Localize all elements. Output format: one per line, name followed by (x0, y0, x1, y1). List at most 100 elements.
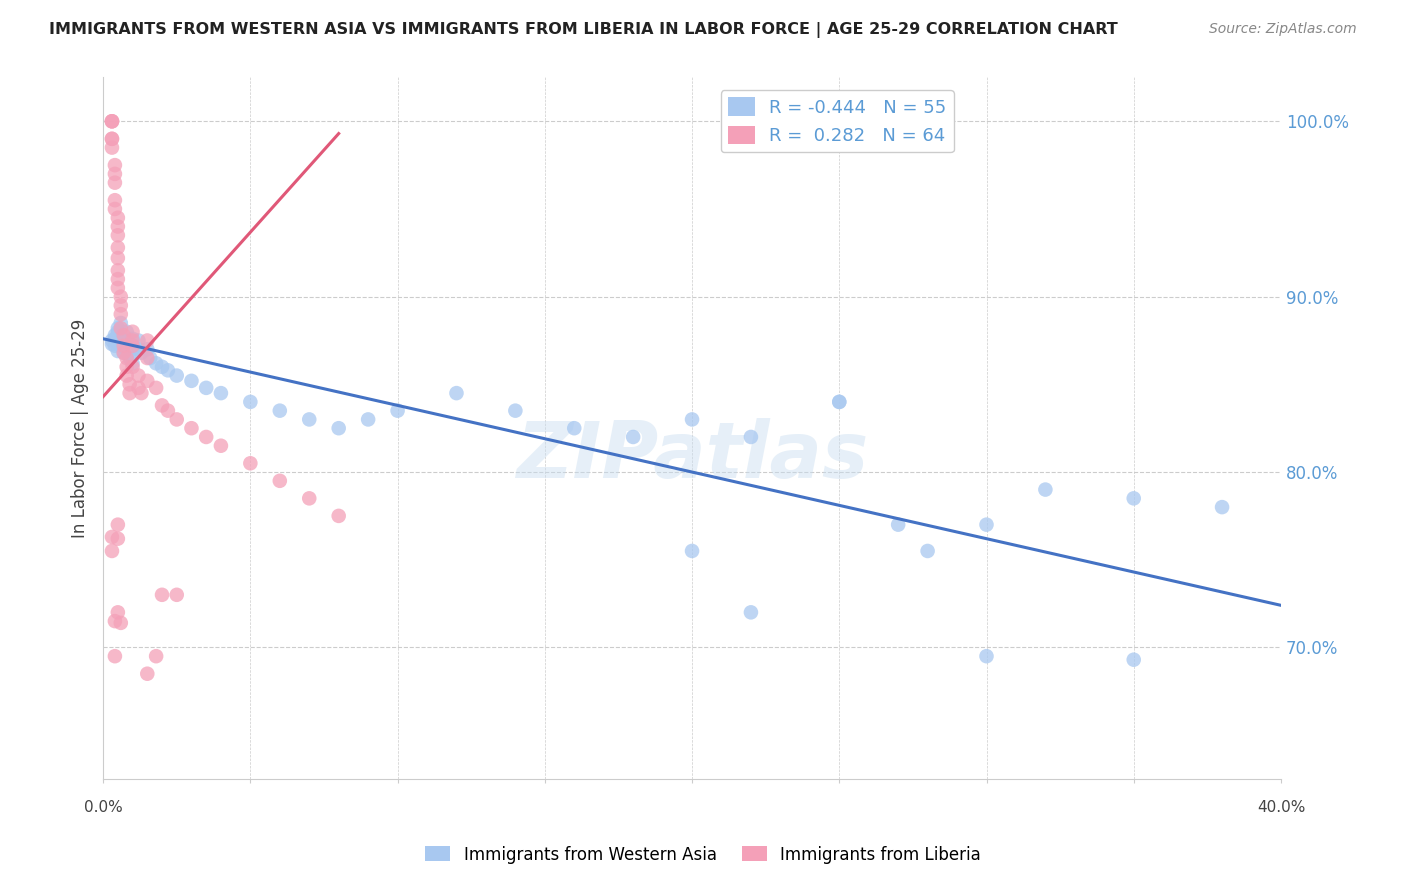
Point (104, 193, 127, 207)
Point (104, 614, 127, 628)
Point (209, 386, 232, 401)
Point (112, 328, 135, 343)
Point (104, 167, 127, 181)
Point (110, 316, 132, 330)
Point (104, 176, 127, 190)
Legend: Immigrants from Western Asia, Immigrants from Liberia: Immigrants from Western Asia, Immigrants… (419, 839, 987, 871)
Point (136, 351, 159, 365)
Point (166, 368, 188, 383)
Point (145, 381, 167, 395)
Point (131, 345, 153, 359)
Point (917, 544, 939, 558)
Y-axis label: In Labor Force | Age 25-29: In Labor Force | Age 25-29 (72, 318, 89, 538)
Point (136, 343, 159, 357)
Point (118, 351, 141, 365)
Point (1211, 500, 1233, 515)
Point (150, 588, 173, 602)
Point (621, 430, 644, 444)
Point (104, 339, 127, 353)
Point (1122, 653, 1144, 667)
Point (107, 344, 129, 359)
Point (107, 325, 129, 339)
Point (110, 321, 132, 335)
Point (136, 334, 159, 348)
Point (298, 412, 321, 426)
Point (387, 403, 409, 417)
Point (115, 325, 138, 339)
Point (269, 403, 291, 417)
Point (681, 412, 703, 426)
Point (115, 368, 138, 383)
Point (1122, 491, 1144, 506)
Text: IMMIGRANTS FROM WESTERN ASIA VS IMMIGRANTS FROM LIBERIA IN LABOR FORCE | AGE 25-: IMMIGRANTS FROM WESTERN ASIA VS IMMIGRAN… (49, 22, 1118, 38)
Point (107, 211, 129, 225)
Point (121, 339, 143, 353)
Text: ZIPatlas: ZIPatlas (516, 418, 868, 494)
Point (101, 114, 124, 128)
Point (101, 544, 124, 558)
Point (112, 332, 135, 346)
Point (136, 374, 159, 388)
Point (101, 114, 124, 128)
Point (112, 345, 135, 359)
Point (150, 398, 173, 412)
Point (107, 219, 129, 234)
Point (121, 332, 143, 346)
Point (112, 345, 135, 359)
Point (121, 334, 143, 348)
Point (121, 325, 143, 339)
Point (121, 343, 143, 357)
Point (101, 132, 124, 146)
Point (562, 421, 585, 435)
Point (101, 114, 124, 128)
Point (269, 474, 291, 488)
Point (127, 368, 149, 383)
Point (107, 272, 129, 286)
Point (101, 530, 124, 544)
Point (127, 343, 149, 357)
Point (115, 351, 138, 365)
Point (104, 649, 127, 664)
Point (107, 532, 129, 546)
Legend: R = -0.444   N = 55, R =  0.282   N = 64: R = -0.444 N = 55, R = 0.282 N = 64 (721, 90, 953, 153)
Point (976, 649, 998, 664)
Point (127, 334, 149, 348)
Point (107, 321, 129, 335)
Point (298, 491, 321, 506)
Point (104, 202, 127, 216)
Point (107, 228, 129, 243)
Point (101, 337, 124, 351)
Point (1035, 483, 1057, 497)
Point (195, 430, 218, 444)
Point (328, 421, 350, 435)
Point (101, 132, 124, 146)
Point (107, 328, 129, 343)
Point (139, 351, 162, 365)
Point (195, 381, 218, 395)
Point (145, 649, 167, 664)
Point (209, 439, 232, 453)
Point (976, 517, 998, 532)
Point (104, 332, 127, 346)
Point (681, 544, 703, 558)
Point (136, 666, 159, 681)
Point (156, 403, 179, 417)
Point (107, 263, 129, 277)
Point (357, 412, 380, 426)
Point (110, 290, 132, 304)
Point (104, 328, 127, 343)
Point (505, 403, 527, 417)
Point (828, 395, 851, 409)
Point (101, 140, 124, 154)
Point (328, 508, 350, 523)
Text: Source: ZipAtlas.com: Source: ZipAtlas.com (1209, 22, 1357, 37)
Point (166, 412, 188, 426)
Point (110, 298, 132, 312)
Text: 0.0%: 0.0% (84, 800, 122, 815)
Point (156, 363, 179, 377)
Point (118, 386, 141, 401)
Text: 40.0%: 40.0% (1257, 800, 1305, 815)
Point (115, 334, 138, 348)
Point (239, 456, 262, 470)
Point (131, 386, 153, 401)
